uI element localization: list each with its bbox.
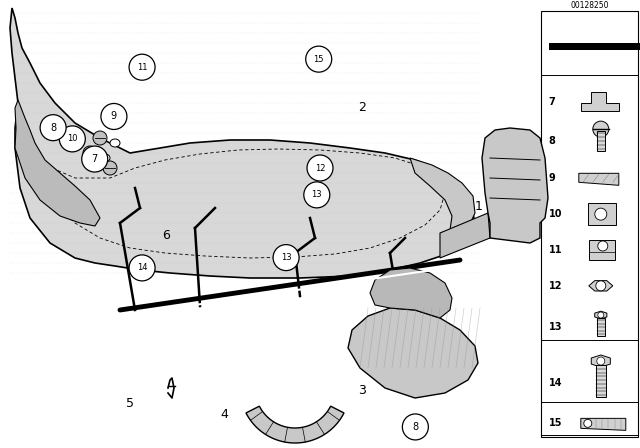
Text: 8: 8 bbox=[50, 123, 56, 133]
Circle shape bbox=[595, 208, 607, 220]
Text: 7: 7 bbox=[548, 97, 556, 107]
Text: 1: 1 bbox=[475, 199, 483, 213]
Text: 10: 10 bbox=[67, 134, 77, 143]
Text: 10: 10 bbox=[548, 209, 563, 219]
Text: 12: 12 bbox=[548, 281, 563, 291]
Circle shape bbox=[584, 419, 592, 427]
FancyBboxPatch shape bbox=[596, 365, 606, 397]
Circle shape bbox=[101, 103, 127, 129]
Text: 4: 4 bbox=[220, 408, 228, 421]
Circle shape bbox=[306, 46, 332, 72]
Text: 8: 8 bbox=[548, 136, 556, 146]
Polygon shape bbox=[589, 280, 613, 291]
Polygon shape bbox=[588, 203, 616, 225]
Circle shape bbox=[60, 126, 85, 152]
Text: 14: 14 bbox=[137, 263, 147, 272]
Polygon shape bbox=[589, 240, 615, 260]
Circle shape bbox=[40, 115, 66, 141]
Polygon shape bbox=[591, 355, 611, 367]
Polygon shape bbox=[581, 92, 619, 111]
Ellipse shape bbox=[100, 154, 110, 162]
Text: 11: 11 bbox=[548, 245, 563, 255]
Text: 15: 15 bbox=[314, 55, 324, 64]
Polygon shape bbox=[482, 128, 548, 243]
Text: 15: 15 bbox=[548, 418, 563, 428]
Ellipse shape bbox=[110, 139, 120, 147]
Text: 2: 2 bbox=[358, 101, 365, 114]
Polygon shape bbox=[581, 418, 626, 431]
Polygon shape bbox=[246, 406, 344, 443]
Text: 9: 9 bbox=[111, 112, 117, 121]
Text: 11: 11 bbox=[137, 63, 147, 72]
Circle shape bbox=[598, 312, 604, 318]
Polygon shape bbox=[348, 308, 478, 398]
Polygon shape bbox=[370, 268, 452, 318]
Text: 5: 5 bbox=[126, 396, 134, 410]
Text: 14: 14 bbox=[548, 378, 563, 388]
Text: 13: 13 bbox=[281, 253, 291, 262]
Polygon shape bbox=[10, 8, 475, 278]
Circle shape bbox=[304, 182, 330, 208]
FancyBboxPatch shape bbox=[541, 11, 638, 437]
Circle shape bbox=[307, 155, 333, 181]
FancyBboxPatch shape bbox=[548, 43, 640, 50]
Circle shape bbox=[593, 121, 609, 137]
Text: 8: 8 bbox=[412, 422, 419, 432]
Circle shape bbox=[83, 146, 97, 160]
FancyBboxPatch shape bbox=[596, 318, 605, 336]
Text: 13: 13 bbox=[312, 190, 322, 199]
Polygon shape bbox=[15, 100, 100, 226]
Circle shape bbox=[596, 357, 605, 365]
Circle shape bbox=[596, 281, 606, 291]
Circle shape bbox=[103, 161, 117, 175]
Polygon shape bbox=[595, 311, 607, 319]
Polygon shape bbox=[579, 173, 619, 185]
Text: 7: 7 bbox=[92, 154, 98, 164]
Text: 6: 6 bbox=[163, 228, 170, 242]
Circle shape bbox=[273, 245, 299, 271]
Circle shape bbox=[403, 414, 428, 440]
Text: 13: 13 bbox=[548, 322, 563, 332]
Polygon shape bbox=[410, 158, 475, 238]
Text: 3: 3 bbox=[358, 384, 366, 397]
Polygon shape bbox=[440, 213, 490, 258]
Circle shape bbox=[129, 255, 155, 281]
Text: 9: 9 bbox=[548, 173, 556, 183]
Circle shape bbox=[82, 146, 108, 172]
Circle shape bbox=[129, 54, 155, 80]
FancyBboxPatch shape bbox=[596, 131, 605, 151]
Circle shape bbox=[598, 241, 608, 251]
Text: 00128250: 00128250 bbox=[570, 1, 609, 10]
Circle shape bbox=[93, 131, 107, 145]
Text: 12: 12 bbox=[315, 164, 325, 172]
